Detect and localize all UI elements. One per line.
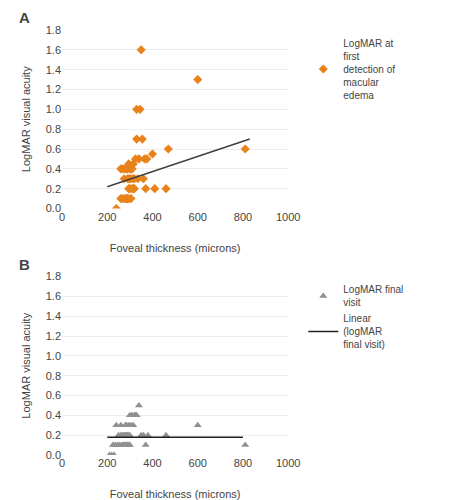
svg-text:LogMAR atfirstdetection ofmacu: LogMAR atfirstdetection ofmacularedema [343, 38, 395, 101]
svg-text:0.0: 0.0 [46, 202, 61, 214]
svg-text:1.4: 1.4 [46, 310, 61, 322]
svg-text:1.2: 1.2 [46, 83, 61, 95]
svg-text:A: A [19, 9, 30, 26]
svg-text:LogMAR finalvisit: LogMAR finalvisit [343, 284, 403, 308]
svg-text:LogMAR visual acuity: LogMAR visual acuity [20, 66, 32, 172]
svg-text:1000: 1000 [276, 457, 300, 469]
svg-text:1000: 1000 [276, 211, 300, 223]
svg-text:1.4: 1.4 [46, 64, 61, 76]
svg-text:0: 0 [59, 457, 65, 469]
svg-text:1.6: 1.6 [46, 44, 61, 56]
svg-text:0.2: 0.2 [46, 183, 61, 195]
svg-text:1.0: 1.0 [46, 103, 61, 115]
svg-text:800: 800 [234, 211, 252, 223]
svg-text:LogMAR visual acuity: LogMAR visual acuity [20, 312, 32, 418]
svg-text:0.2: 0.2 [46, 429, 61, 441]
svg-text:600: 600 [189, 457, 207, 469]
svg-text:800: 800 [234, 457, 252, 469]
svg-text:200: 200 [98, 211, 116, 223]
svg-text:1.6: 1.6 [46, 290, 61, 302]
svg-text:1.2: 1.2 [46, 330, 61, 342]
svg-text:0.8: 0.8 [46, 370, 61, 382]
svg-text:600: 600 [189, 211, 207, 223]
svg-text:0.4: 0.4 [46, 409, 61, 421]
svg-text:0.6: 0.6 [46, 143, 61, 155]
svg-text:B: B [19, 256, 30, 273]
svg-text:0: 0 [59, 211, 65, 223]
svg-text:0.0: 0.0 [46, 449, 61, 461]
svg-text:1.8: 1.8 [46, 270, 61, 282]
svg-text:400: 400 [143, 457, 161, 469]
svg-text:200: 200 [98, 457, 116, 469]
svg-text:Foveal thickness (microns): Foveal thickness (microns) [110, 488, 241, 500]
svg-text:400: 400 [143, 211, 161, 223]
svg-text:0.6: 0.6 [46, 389, 61, 401]
svg-text:Foveal thickness (microns): Foveal thickness (microns) [110, 242, 241, 254]
svg-text:Linear(logMARfinal visit): Linear(logMARfinal visit) [343, 313, 385, 350]
svg-text:1.8: 1.8 [46, 24, 61, 36]
svg-text:0.8: 0.8 [46, 123, 61, 135]
svg-text:1.0: 1.0 [46, 350, 61, 362]
svg-text:0.4: 0.4 [46, 163, 61, 175]
